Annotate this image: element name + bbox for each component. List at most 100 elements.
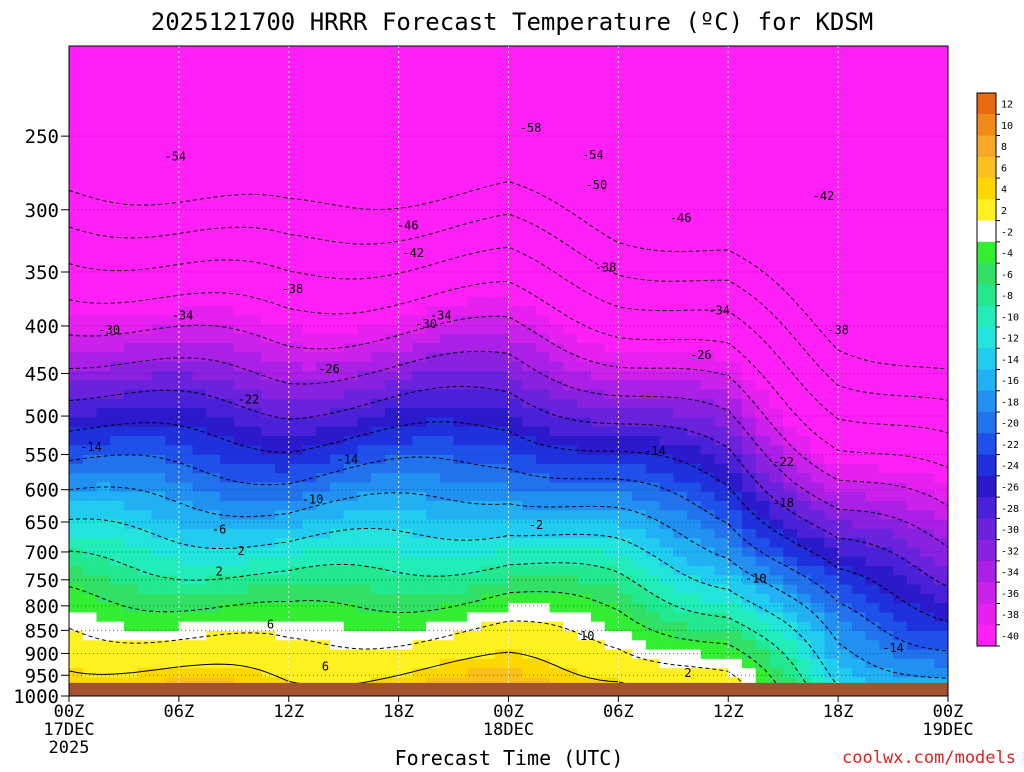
field-cell <box>906 501 922 511</box>
field-cell <box>412 157 427 168</box>
field-cell <box>879 306 894 316</box>
field-cell <box>508 343 523 354</box>
field-cell <box>220 83 235 94</box>
field-cell <box>934 333 948 344</box>
field-cell <box>563 92 578 103</box>
field-cell <box>343 73 359 84</box>
field-cell <box>206 83 221 94</box>
field-cell <box>535 519 551 530</box>
field-cell <box>810 259 825 270</box>
field-cell <box>590 640 606 651</box>
field-cell <box>439 185 455 196</box>
field-cell <box>343 120 359 131</box>
field-cell <box>796 491 812 502</box>
field-cell <box>192 278 207 289</box>
field-cell <box>69 324 84 335</box>
field-cell <box>783 315 798 326</box>
field-cell <box>357 528 372 539</box>
field-cell <box>329 380 345 391</box>
field-cell <box>714 55 729 66</box>
field-cell <box>398 203 413 214</box>
field-cell <box>632 138 647 149</box>
field-cell <box>632 556 647 567</box>
field-cell <box>590 120 606 131</box>
field-cell <box>618 584 633 595</box>
field-cell <box>673 556 688 567</box>
field-cell <box>316 566 331 576</box>
field-cell <box>82 436 98 446</box>
field-cell <box>178 640 194 651</box>
field-cell <box>316 166 331 177</box>
field-cell <box>123 436 139 446</box>
field-cell <box>426 454 441 465</box>
field-cell <box>783 566 798 576</box>
field-cell <box>508 463 523 474</box>
field-cell <box>453 194 468 205</box>
field-cell <box>151 612 166 623</box>
field-cell <box>728 668 743 679</box>
field-cell <box>783 343 798 354</box>
field-cell <box>783 603 798 614</box>
field-cell <box>920 677 935 688</box>
field-cell <box>645 566 661 576</box>
field-cell <box>151 371 166 381</box>
field-cell <box>920 640 935 651</box>
field-cell <box>481 213 496 224</box>
field-cell <box>645 640 661 651</box>
field-cell <box>838 436 853 446</box>
field-cell <box>178 203 194 214</box>
field-cell <box>590 482 606 493</box>
field-cell <box>494 463 510 474</box>
field-cell <box>700 361 716 372</box>
field-cell <box>851 185 867 196</box>
field-cell <box>851 250 867 261</box>
field-cell <box>893 547 908 558</box>
field-cell <box>728 528 743 539</box>
field-cell <box>535 83 551 94</box>
field-cell <box>316 501 331 511</box>
field-cell <box>769 194 784 205</box>
field-cell <box>577 436 592 446</box>
field-cell <box>810 101 825 112</box>
field-cell <box>673 566 688 576</box>
field-cell <box>371 436 386 446</box>
field-cell <box>137 510 153 521</box>
contour-label: -10 <box>745 572 767 586</box>
field-cell <box>261 306 276 316</box>
field-cell <box>316 593 331 604</box>
field-cell <box>343 222 359 233</box>
field-cell <box>192 398 207 409</box>
field-cell <box>604 343 619 354</box>
field-cell <box>357 575 372 586</box>
field-cell <box>206 621 221 632</box>
field-cell <box>865 64 880 75</box>
field-cell <box>508 649 523 660</box>
field-cell <box>632 324 647 335</box>
field-cell <box>906 343 922 354</box>
field-cell <box>783 408 798 419</box>
field-cell <box>165 575 180 586</box>
field-cell <box>714 194 729 205</box>
field-cell <box>275 658 290 669</box>
field-cell <box>851 528 867 539</box>
field-cell <box>838 631 853 641</box>
field-cell <box>714 454 729 465</box>
field-cell <box>123 148 139 159</box>
field-cell <box>288 324 304 335</box>
field-cell <box>151 361 166 372</box>
field-cell <box>769 603 784 614</box>
field-cell <box>604 631 619 641</box>
field-cell <box>549 584 565 595</box>
field-cell <box>632 203 647 214</box>
field-cell <box>783 426 798 437</box>
field-cell <box>549 408 565 419</box>
field-cell <box>893 157 908 168</box>
field-cell <box>590 343 606 354</box>
field-cell <box>467 612 482 623</box>
field-cell <box>508 138 523 149</box>
field-cell <box>247 352 262 363</box>
field-cell <box>371 649 386 660</box>
field-cell <box>82 426 98 437</box>
field-cell <box>206 176 221 186</box>
field-cell <box>796 482 812 493</box>
